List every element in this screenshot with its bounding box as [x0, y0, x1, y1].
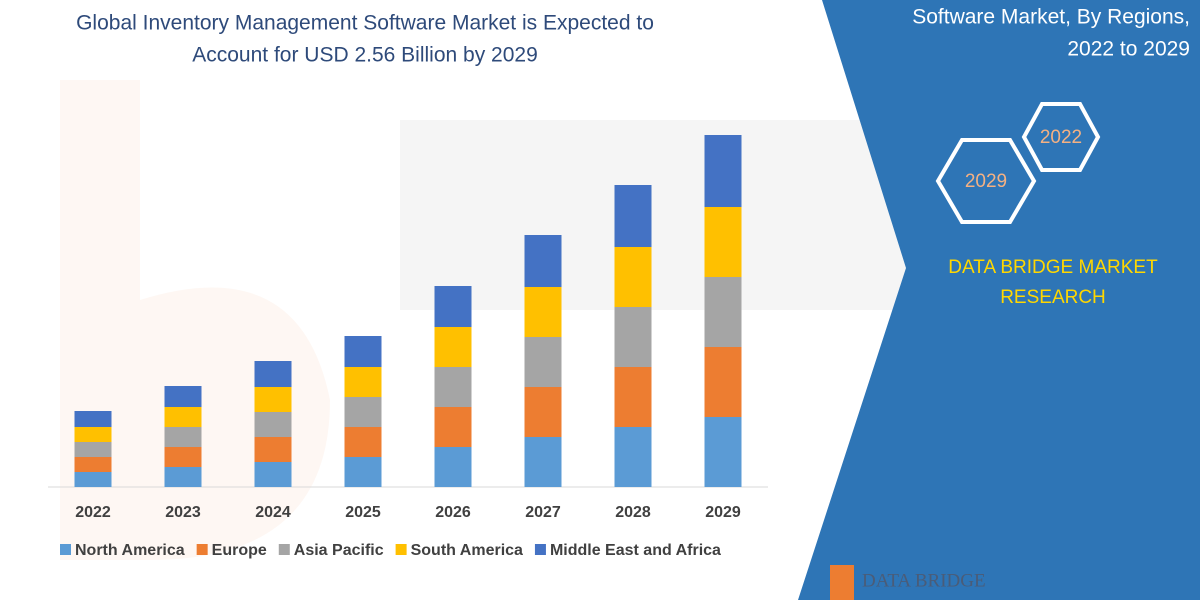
x-tick-label: 2027 [525, 504, 561, 521]
bar-segment [524, 387, 562, 437]
bar-segment [254, 462, 292, 487]
legend-label: North America [75, 542, 185, 559]
bar-segment [164, 386, 202, 407]
legend-swatch [534, 544, 546, 555]
bar-segment [704, 417, 742, 487]
bar-segment [524, 337, 562, 387]
bar-segment [344, 457, 382, 487]
brand-name: DATA BRIDGE MARKET [948, 257, 1158, 278]
bar-segment [524, 287, 562, 337]
legend-swatch [196, 544, 208, 555]
panel-title: 2022 to 2029 [1067, 38, 1190, 61]
bar-segment [74, 457, 112, 472]
bar-segment [74, 427, 112, 442]
x-tick-label: 2028 [615, 504, 651, 521]
bar-segment [434, 447, 472, 487]
bar-segment [704, 347, 742, 417]
bar-segment [74, 411, 112, 427]
x-tick-label: 2029 [705, 504, 741, 521]
side-panel [798, 0, 1200, 600]
hexagon-label: 2022 [1040, 127, 1082, 148]
bar-segment [164, 467, 202, 487]
bar-segment [614, 367, 652, 427]
bar-segment [614, 185, 652, 247]
hexagon-label: 2029 [965, 171, 1007, 192]
bar-segment [254, 361, 292, 387]
x-tick-label: 2026 [435, 504, 471, 521]
bar-segment [614, 427, 652, 487]
bar-segment [344, 427, 382, 457]
bar-segment [434, 407, 472, 447]
bar-segment [344, 397, 382, 427]
x-tick-label: 2023 [165, 504, 201, 521]
logo-mark [830, 565, 854, 600]
hexagon [1021, 102, 1101, 172]
legend-label: Europe [212, 542, 267, 559]
legend-swatch [395, 544, 407, 555]
bar-segment [704, 207, 742, 277]
chart-title: Account for USD 2.56 Billion by 2029 [192, 44, 538, 67]
legend-swatch [278, 544, 290, 555]
hexagon [935, 138, 1037, 224]
x-tick-label: 2025 [345, 504, 381, 521]
x-tick-label: 2024 [255, 504, 291, 521]
bar-segment [524, 235, 562, 287]
bar-segment [614, 247, 652, 307]
bar-segment [344, 367, 382, 397]
bar-segment [254, 412, 292, 437]
bar-segment [74, 442, 112, 457]
chart-title: Global Inventory Management Software Mar… [76, 12, 654, 35]
bar-segment [614, 307, 652, 367]
legend-label: Middle East and Africa [550, 542, 721, 559]
panel-title: Software Market, By Regions, [912, 6, 1190, 29]
bar-segment [704, 135, 742, 207]
bar-segment [434, 327, 472, 367]
bar-segment [164, 447, 202, 467]
logo-text: DATA BRIDGE [862, 570, 986, 591]
x-tick-label: 2022 [75, 504, 111, 521]
bar-segment [254, 437, 292, 462]
legend-label: Asia Pacific [294, 542, 384, 559]
bar-segment [74, 472, 112, 487]
bar-segment [164, 427, 202, 447]
brand-name: RESEARCH [1000, 287, 1106, 308]
legend-swatch [60, 544, 71, 555]
legend-label: South America [411, 542, 523, 559]
bar-segment [164, 407, 202, 427]
bar-segment [434, 367, 472, 407]
bar-segment [524, 437, 562, 487]
bar-segment [434, 286, 472, 327]
bar-segment [704, 277, 742, 347]
bar-segment [254, 387, 292, 412]
bar-segment [344, 336, 382, 367]
